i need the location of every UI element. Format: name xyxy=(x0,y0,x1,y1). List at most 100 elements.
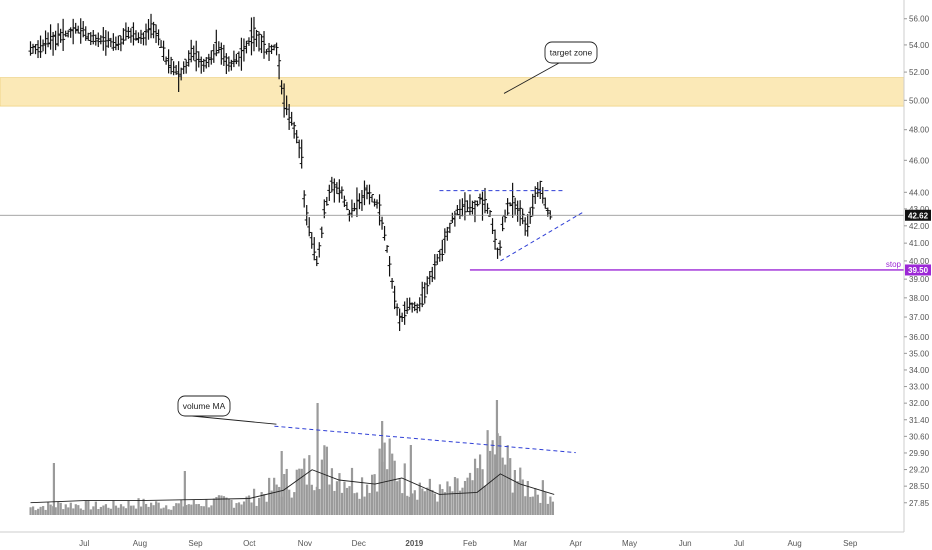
price-bar xyxy=(131,22,136,46)
volume-bar xyxy=(421,488,424,515)
volume-bar xyxy=(451,491,454,515)
volume-bar xyxy=(325,446,329,515)
price-bar xyxy=(123,22,128,41)
price-bar xyxy=(462,192,467,221)
volume-bar xyxy=(54,507,57,515)
volume-bar xyxy=(368,492,371,515)
volume-bar xyxy=(252,488,256,515)
volume-bar xyxy=(227,498,231,515)
volume-bar xyxy=(137,498,140,515)
price-bar xyxy=(483,187,488,214)
volume-bar xyxy=(471,480,474,515)
y-tick-label: 46.00 xyxy=(909,156,930,165)
volume-bar xyxy=(255,505,258,515)
price-bar xyxy=(530,193,535,217)
volume-bar xyxy=(265,501,268,515)
y-tick: 37.00 xyxy=(904,313,930,322)
current-price-tag: 42.62 xyxy=(905,209,931,221)
volume-bar xyxy=(453,477,457,515)
price-bar xyxy=(513,197,518,215)
volume-bar xyxy=(544,492,547,515)
price-bar xyxy=(36,40,41,59)
price-bar xyxy=(66,30,71,38)
volume-layer xyxy=(29,400,555,515)
price-bar xyxy=(279,80,284,95)
volume-bar xyxy=(177,503,180,515)
volume-bar xyxy=(348,486,351,515)
price-bar xyxy=(362,180,367,206)
svg-text:volume MA: volume MA xyxy=(183,401,226,411)
price-bar xyxy=(455,204,460,216)
price-bar xyxy=(460,198,465,217)
price-bar xyxy=(68,27,73,38)
price-bar xyxy=(518,200,523,226)
volume-bar xyxy=(44,509,47,515)
volume-bar xyxy=(371,474,374,515)
volume-bar xyxy=(62,509,65,515)
price-bar xyxy=(154,24,159,44)
price-bar xyxy=(354,187,359,218)
volume-bar xyxy=(516,481,519,515)
volume-bar xyxy=(288,489,291,515)
price-bar xyxy=(88,32,93,46)
y-tick: 34.00 xyxy=(904,366,930,375)
volume-bar xyxy=(501,457,504,515)
price-bar xyxy=(236,51,241,67)
price-bar xyxy=(284,95,289,116)
x-tick-label: May xyxy=(622,539,637,548)
price-layer xyxy=(28,13,553,332)
price-bar xyxy=(385,245,390,253)
volume-bar xyxy=(468,472,472,515)
price-bar xyxy=(78,18,83,44)
volume-bar xyxy=(155,501,158,515)
y-tick: 30.60 xyxy=(904,432,930,441)
price-bar xyxy=(141,32,146,46)
volume-bar xyxy=(160,508,163,515)
volume-bar xyxy=(539,502,542,515)
y-tick-label: 34.00 xyxy=(909,366,930,375)
volume-bar xyxy=(463,480,467,515)
price-bar xyxy=(525,214,530,237)
volume-bar xyxy=(230,499,233,515)
price-bar xyxy=(146,18,151,40)
price-bar xyxy=(342,195,347,207)
price-bar xyxy=(407,297,412,310)
price-bar xyxy=(221,44,226,66)
volume-bar xyxy=(433,493,436,515)
volume-bar xyxy=(551,501,555,515)
price-bar xyxy=(505,198,510,216)
volume-bar xyxy=(320,459,323,515)
price-bar xyxy=(440,239,445,262)
volume-bar xyxy=(47,501,50,515)
price-bar xyxy=(269,44,274,54)
volume-bar xyxy=(340,492,344,515)
volume-bar xyxy=(484,485,487,515)
price-bar xyxy=(249,17,254,56)
price-bar xyxy=(113,36,118,51)
volume-bar xyxy=(300,468,303,515)
price-bar xyxy=(204,57,209,69)
volume-bar xyxy=(117,507,120,515)
price-bar xyxy=(262,31,267,59)
volume-bar xyxy=(94,501,97,515)
price-bar xyxy=(352,202,357,212)
price-bar xyxy=(128,28,133,43)
volume-bar xyxy=(242,501,246,515)
volume-trend-line xyxy=(274,425,576,454)
price-bar xyxy=(332,178,337,203)
price-bar xyxy=(156,29,161,46)
volume-bar xyxy=(77,505,80,515)
price-bar xyxy=(28,41,33,56)
annotation-lines-layer xyxy=(0,190,904,454)
volume-bar xyxy=(345,487,349,515)
price-bar xyxy=(493,229,498,250)
y-tick: 52.00 xyxy=(904,68,930,77)
volume-bar xyxy=(418,482,421,515)
price-bar xyxy=(272,44,277,51)
volume-bar xyxy=(295,469,298,515)
volume-bar xyxy=(84,500,87,515)
volume-bar xyxy=(67,507,70,515)
volume-bar xyxy=(466,477,469,515)
price-bar xyxy=(327,184,332,201)
